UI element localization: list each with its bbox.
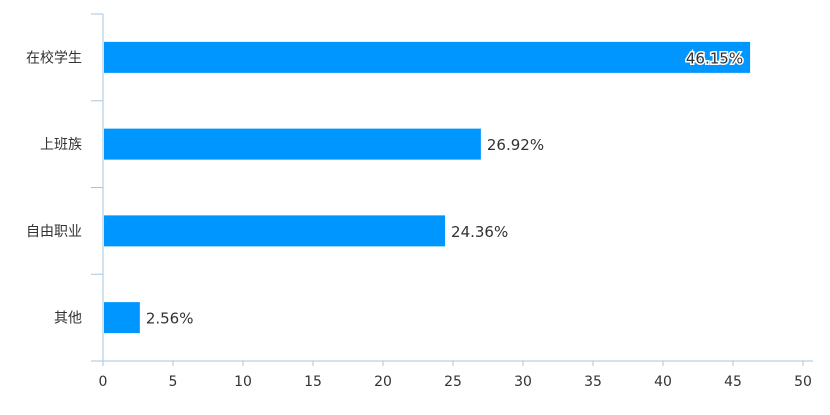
- x-tick-label: 15: [304, 374, 322, 390]
- chart-labels: 0 5 10 15 20 25 30 35 40 45 50 在校学生 46.15% 上班族 26.92% 自…: [26, 48, 812, 390]
- x-tick-label: 5: [169, 374, 178, 390]
- x-tick-label: 50: [794, 374, 812, 390]
- category-label: 自由职业: [26, 224, 82, 240]
- value-label: 24.36%: [451, 223, 508, 241]
- bar: [104, 215, 446, 247]
- x-tick-label: 0: [99, 374, 108, 390]
- x-tick-label: 35: [584, 374, 602, 390]
- x-tick-label: 25: [444, 374, 462, 390]
- value-label: 26.92%: [487, 136, 544, 154]
- category-label: 其他: [54, 311, 82, 327]
- chart-bars: [104, 41, 751, 334]
- x-tick-label: 10: [234, 374, 252, 390]
- bar: [104, 128, 481, 160]
- value-label: 2.56%: [146, 310, 194, 328]
- value-label: 46.15%: [686, 49, 743, 67]
- bar: [104, 302, 140, 334]
- bar: [104, 41, 751, 73]
- chart-axes: [91, 13, 813, 366]
- category-label: 上班族: [40, 137, 82, 153]
- x-tick-label: 45: [724, 374, 742, 390]
- x-tick-label: 20: [374, 374, 392, 390]
- x-tick-label: 40: [654, 374, 672, 390]
- category-label: 在校学生: [26, 49, 82, 66]
- x-tick-label: 30: [514, 374, 532, 390]
